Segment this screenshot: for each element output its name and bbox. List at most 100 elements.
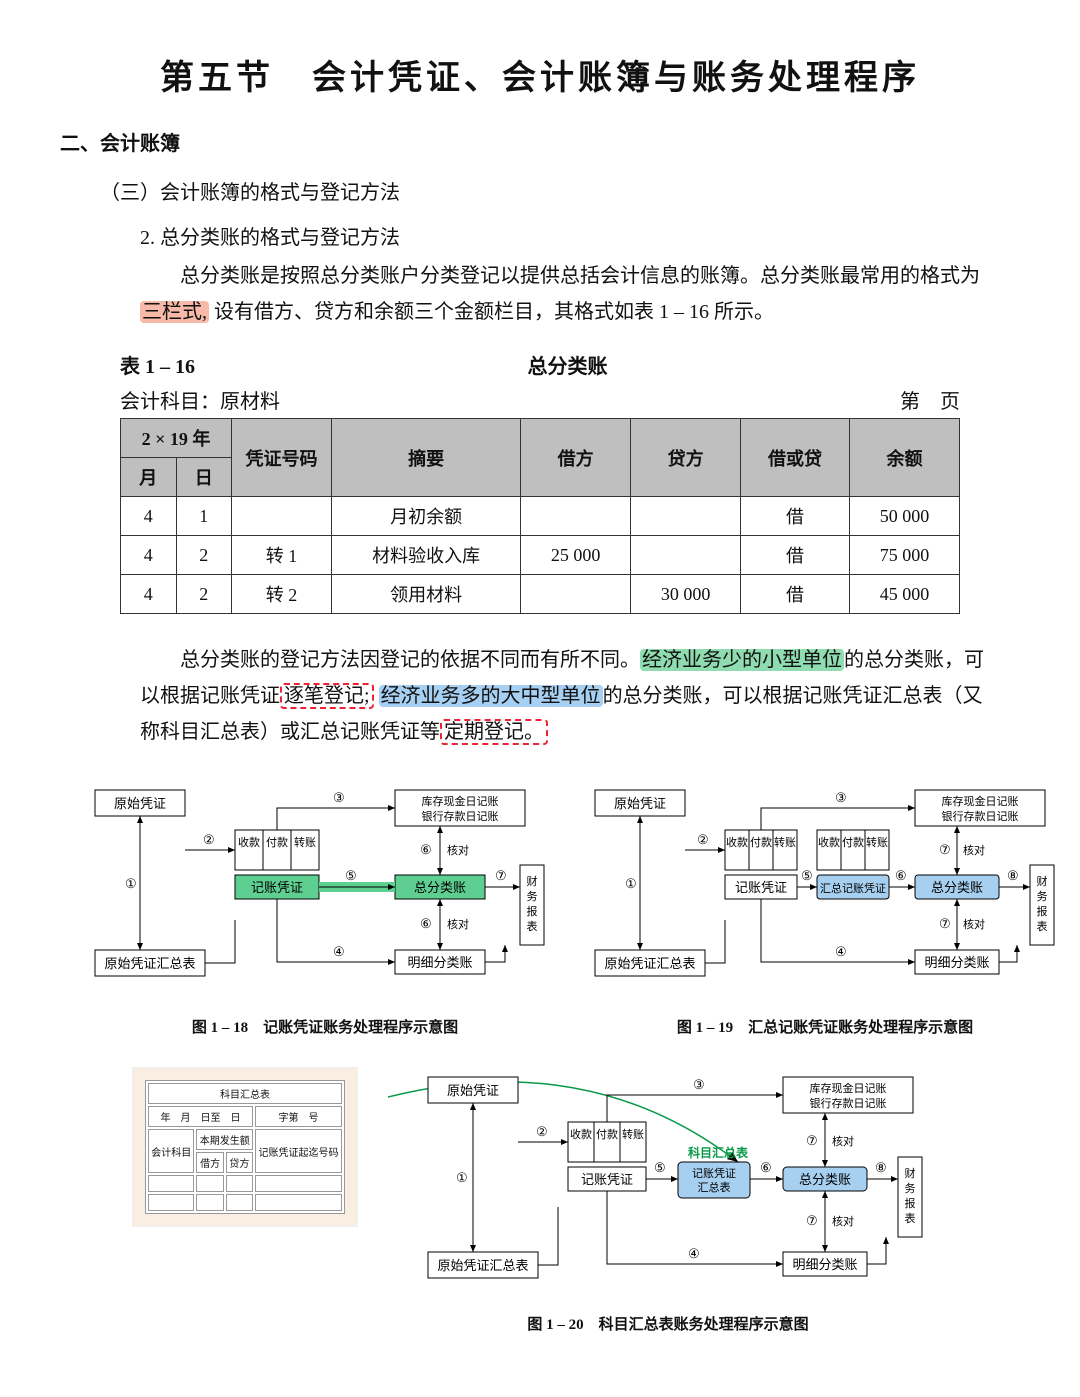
st-debit: 借方 xyxy=(196,1152,223,1173)
svg-text:⑧: ⑧ xyxy=(1007,868,1019,883)
svg-text:银行存款日记账: 银行存款日记账 xyxy=(942,809,1019,823)
col-day: 日 xyxy=(176,458,232,497)
svg-text:核对: 核对 xyxy=(963,917,985,931)
col-year: 2 × 19 年 xyxy=(121,419,232,458)
page-title: 第五节 会计凭证、会计账簿与账务处理程序 xyxy=(60,50,1020,99)
svg-text:原始凭证汇总表: 原始凭证汇总表 xyxy=(604,956,695,971)
st-no: 字第 号 xyxy=(255,1106,342,1127)
svg-text:③: ③ xyxy=(835,790,847,805)
table-caption-left: 表 1 – 16 xyxy=(120,350,195,379)
svg-text:⑤: ⑤ xyxy=(345,868,357,883)
svg-text:核对: 核对 xyxy=(832,1134,854,1148)
table-row: 42转 1材料验收入库25 000借75 000 xyxy=(121,536,960,575)
svg-text:②: ② xyxy=(536,1124,548,1139)
svg-text:收款: 收款 xyxy=(570,1127,592,1141)
heading-level-4: 2. 总分类账的格式与登记方法 xyxy=(140,221,1020,250)
svg-text:付款: 付款 xyxy=(842,835,864,849)
heading-level-3: （三）会计账簿的格式与登记方法 xyxy=(100,176,1020,205)
svg-text:务: 务 xyxy=(1037,890,1048,903)
diagram-caption-2: 图 1 – 19 汇总记账凭证账务处理程序示意图 xyxy=(585,1016,1065,1037)
svg-text:付款: 付款 xyxy=(596,1127,618,1141)
svg-text:转账: 转账 xyxy=(294,835,316,849)
svg-text:库存现金日记账: 库存现金日记账 xyxy=(810,1081,887,1095)
table-subject-line: 会计科目：原材料 第 页 xyxy=(120,385,960,414)
svg-text:表: 表 xyxy=(905,1211,916,1225)
svg-text:务: 务 xyxy=(527,890,538,903)
handwritten-note: 科目汇总表 xyxy=(688,1145,749,1160)
svg-text:③: ③ xyxy=(333,790,345,805)
col-debit: 借方 xyxy=(521,419,631,497)
col-voucher: 凭证号码 xyxy=(232,419,332,497)
table-row: 42转 2领用材料30 000借45 000 xyxy=(121,575,960,614)
svg-text:明细分类账: 明细分类账 xyxy=(792,1257,857,1272)
svg-text:务: 务 xyxy=(905,1182,916,1195)
svg-text:①: ① xyxy=(125,876,137,891)
table-caption: 表 1 – 16 总分类账 占 xyxy=(120,350,960,379)
svg-text:⑧: ⑧ xyxy=(875,1160,887,1175)
node-general-ledger: 总分类账 xyxy=(414,880,466,895)
svg-text:表: 表 xyxy=(1037,919,1048,933)
svg-text:银行存款日记账: 银行存款日记账 xyxy=(810,1096,887,1110)
svg-text:财: 财 xyxy=(527,874,538,888)
diagram-caption-1: 图 1 – 18 记账凭证账务处理程序示意图 xyxy=(85,1016,565,1037)
svg-text:付款: 付款 xyxy=(750,835,772,849)
svg-text:⑥: ⑥ xyxy=(760,1160,772,1175)
paragraph-1: 总分类账是按照总分类账户分类登记以提供总括会计信息的账簿。总分类账最常用的格式为… xyxy=(140,258,1000,330)
svg-text:总分类账: 总分类账 xyxy=(931,880,983,895)
svg-text:收款: 收款 xyxy=(818,835,840,849)
table-caption-center: 总分类账 xyxy=(195,350,940,379)
svg-text:记账凭证: 记账凭证 xyxy=(692,1166,736,1180)
svg-text:转账: 转账 xyxy=(866,835,888,849)
highlight-three-column: 三栏式, xyxy=(140,301,209,323)
diagram-1-20: 原始凭证 原始凭证汇总表 收款 付款 转账 记账凭证 记账凭证 汇总表 xyxy=(388,1067,948,1307)
svg-text:④: ④ xyxy=(835,944,847,959)
svg-text:原始凭证: 原始凭证 xyxy=(447,1083,499,1098)
para1-post: 设有借方、贷方和余额三个金额栏目，其格式如表 1 – 16 所示。 xyxy=(209,301,774,323)
svg-text:⑥: ⑥ xyxy=(420,842,432,857)
st-title: 科目汇总表 xyxy=(148,1083,342,1104)
svg-text:银行存款日记账: 银行存款日记账 xyxy=(422,809,499,823)
node-accounting-voucher: 记账凭证 xyxy=(251,880,303,895)
svg-text:⑤: ⑤ xyxy=(801,868,813,883)
st-vno: 记账凭证起迄号码 xyxy=(255,1129,342,1173)
svg-text:⑦: ⑦ xyxy=(806,1133,818,1148)
node-original-summary: 原始凭证汇总表 xyxy=(104,956,195,971)
para1-pre: 总分类账是按照总分类账户分类登记以提供总括会计信息的账簿。总分类账最常用的格式为 xyxy=(180,265,980,287)
svg-text:④: ④ xyxy=(688,1246,700,1261)
col-credit: 贷方 xyxy=(631,419,741,497)
svg-text:③: ③ xyxy=(693,1077,705,1092)
svg-text:核对: 核对 xyxy=(447,917,469,931)
svg-text:总分类账: 总分类账 xyxy=(799,1172,851,1187)
svg-text:核对: 核对 xyxy=(447,843,469,857)
svg-text:库存现金日记账: 库存现金日记账 xyxy=(422,794,499,808)
st-credit: 贷方 xyxy=(226,1152,253,1173)
svg-text:②: ② xyxy=(203,832,215,847)
svg-text:报: 报 xyxy=(1037,904,1048,918)
para2-a: 总分类账的登记方法因登记的依据不同而有所不同。 xyxy=(180,649,640,671)
table-row: 41月初余额借50 000 xyxy=(121,497,960,536)
svg-text:收款: 收款 xyxy=(726,835,748,849)
svg-text:⑦: ⑦ xyxy=(495,868,507,883)
general-ledger-table: 2 × 19 年 凭证号码 摘要 借方 贷方 借或贷 余额 月 日 41月初余额… xyxy=(120,418,960,614)
diagram-1-19: 原始凭证 原始凭证汇总表 收款 付款 转账 记账凭证 收款 付 xyxy=(585,780,1065,1010)
svg-text:⑦: ⑦ xyxy=(939,916,951,931)
svg-text:⑤: ⑤ xyxy=(654,1160,666,1175)
svg-text:①: ① xyxy=(625,876,637,891)
subject-left: 会计科目：原材料 xyxy=(120,385,280,414)
svg-text:核对: 核对 xyxy=(963,843,985,857)
col-dc: 借或贷 xyxy=(741,419,850,497)
heading-level-2: 二、会计账簿 xyxy=(60,127,1020,156)
svg-text:表: 表 xyxy=(527,919,538,933)
node-summary-voucher: 汇总记账凭证 xyxy=(820,881,886,895)
svg-text:⑥: ⑥ xyxy=(895,868,907,883)
svg-text:原始凭证: 原始凭证 xyxy=(614,796,666,811)
svg-text:⑦: ⑦ xyxy=(939,842,951,857)
st-amtgroup: 本期发生额 xyxy=(196,1129,253,1150)
svg-text:④: ④ xyxy=(333,944,345,959)
svg-text:明细分类账: 明细分类账 xyxy=(924,955,989,970)
st-date: 年 月 日至 日 xyxy=(148,1106,253,1127)
svg-text:报: 报 xyxy=(905,1196,916,1210)
svg-text:报: 报 xyxy=(527,904,538,918)
svg-text:财: 财 xyxy=(905,1166,916,1180)
svg-text:核对: 核对 xyxy=(832,1214,854,1228)
